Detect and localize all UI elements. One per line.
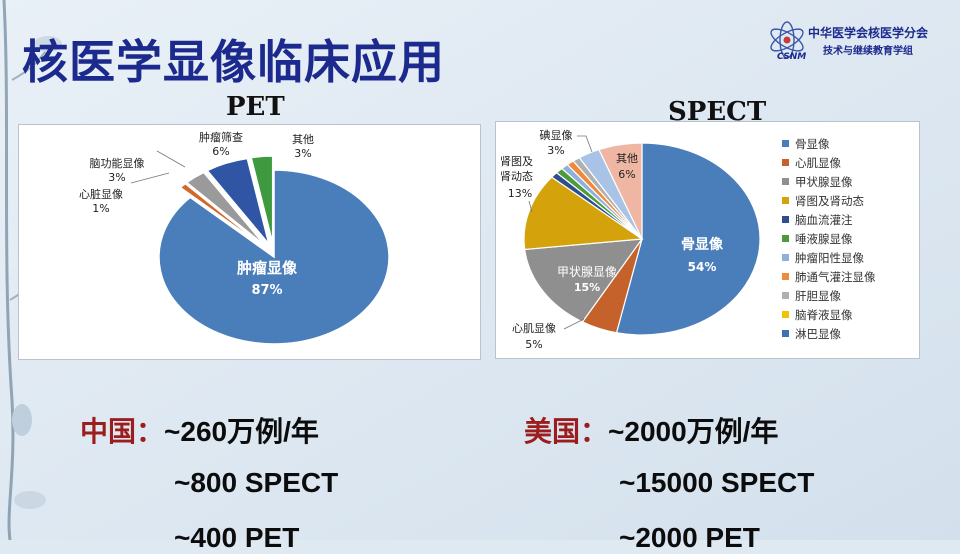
pet-slice-value: 3% [294,147,311,160]
china-cases-stat: 中国：~260万例/年 [80,410,319,450]
legend-item: 肺通气灌注显像 [795,270,876,284]
legend-item: 脑脊液显像 [795,308,853,322]
legend-item: 肝胆显像 [795,289,841,303]
pet-slice [179,182,265,248]
pet-chart-panel: 肿瘤显像 87% 心脏显像 1% 脑功能显像 3% 肿瘤筛查 6% 其他 3% [18,124,481,360]
spect-slice-value: 13% [508,187,532,200]
spect-leader-line [563,318,585,330]
legend-item: 脑血流灌注 [795,213,853,227]
pet-slice-label: 肿瘤筛查 [199,130,243,144]
pet-chart-title: PET [226,92,285,122]
legend-item: 心肌显像 [795,156,841,170]
csnm-logo-icon [770,21,804,59]
legend-swatch [782,178,789,185]
spect-slice [598,142,643,240]
spect-slice-label: 碘显像 [540,129,573,142]
legend-item: 肿瘤阳性显像 [795,251,864,265]
legend-swatch [782,330,789,337]
spect-leader-line [577,135,593,153]
spect-slice-label: 心肌显像 [512,322,556,335]
usa-label: 美国： [524,416,609,447]
spect-slice [523,176,644,251]
spect-slice-label: 甲状腺显像 [557,265,617,279]
pet-slice-label: 脑功能显像 [90,156,145,170]
china-spect-stat: ~800 SPECT [174,467,339,498]
pet-slice-value: 3% [108,171,125,184]
china-pet-stat: ~400 PET [174,522,300,553]
pet-slice-value: 87% [251,283,282,298]
spect-slice-value: 3% [547,144,564,157]
legend-swatch [782,197,789,204]
spect-slice-value: 15% [574,281,600,294]
china-label: 中国： [80,416,165,447]
china-cases-value: ~260万例/年 [164,416,319,447]
spect-slice [524,238,644,323]
spect-pie-chart: 骨显像54%甲状腺显像15%心肌显像5%肾图及肾动态13%碘显像3%其他6%骨显… [500,129,876,351]
legend-item: 骨显像 [795,137,830,151]
legend-swatch [782,254,789,261]
pet-leader-line [156,150,186,168]
spect-legend: 骨显像心肌显像甲状腺显像肾图及肾动态脑血流灌注唾液腺显像肿瘤阳性显像肺通气灌注显… [782,137,876,341]
spect-slice-label: 肾图及 [500,155,533,168]
logo-text: CSNM [777,52,807,62]
legend-swatch [782,159,789,166]
spect-slice [615,142,761,336]
legend-swatch [782,140,789,147]
legend-swatch [782,311,789,318]
page-title: 核医学显像临床应用 [22,35,445,89]
usa-spect-stat: ~15000 SPECT [619,467,815,498]
pet-leader-line [130,172,170,184]
legend-swatch [782,235,789,242]
pet-slice [185,171,266,247]
spect-slice-label: 肾动态 [500,170,533,183]
legend-item: 淋巴显像 [795,327,841,341]
spect-slice-label: 其他 [616,152,638,165]
usa-pet-stat: ~2000 PET [619,522,760,553]
usa-cases-value: ~2000万例/年 [608,416,779,447]
pet-slice-value: 1% [92,202,109,215]
spect-leader-line [528,200,533,213]
legend-item: 肾图及肾动态 [795,194,864,208]
legend-swatch [782,216,789,223]
legend-item: 唾液腺显像 [795,232,853,246]
spect-chart-panel: 骨显像 54% 甲状腺显像 15% 心肌显像 5% 肾图及 肾动态 13% 碘显像 3% 其他 6% 骨显… [495,121,920,359]
pet-slice [206,157,270,245]
pet-slice [250,155,274,244]
spect-slice-value: 54% [688,260,717,274]
legend-item: 甲状腺显像 [795,175,853,189]
spect-slice-value: 5% [525,338,542,351]
pet-slice [158,169,390,345]
usa-cases-stat: 美国：~2000万例/年 [524,410,778,450]
pet-slice-label: 其他 [292,133,314,146]
spect-slice-value: 6% [618,168,635,181]
pet-slice-value: 6% [212,145,229,158]
legend-swatch [782,273,789,280]
legend-swatch [782,292,789,299]
spect-slice-label: 骨显像 [681,236,724,253]
pet-slice-label: 心脏显像 [79,188,123,201]
org-name: 中华医学会核医学分会 [808,26,929,40]
pet-slice-label: 肿瘤显像 [237,259,298,277]
org-subgroup: 技术与继续教育学组 [823,46,913,57]
